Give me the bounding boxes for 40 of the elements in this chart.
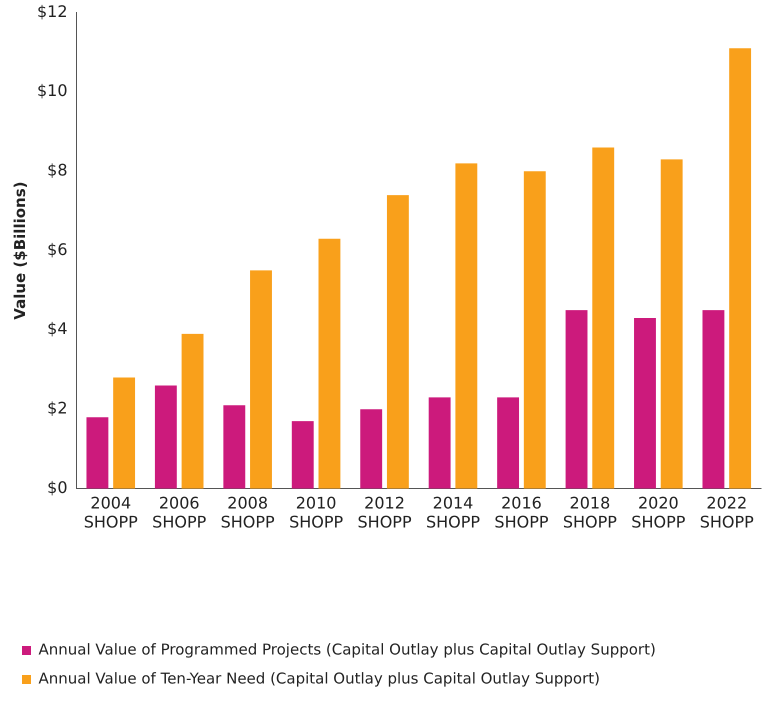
bar <box>702 310 724 489</box>
bar <box>386 195 409 489</box>
y-tick-label: $6 <box>47 240 68 259</box>
bar <box>223 405 246 489</box>
y-tick-label: $8 <box>47 160 68 180</box>
y-tick-label: $4 <box>47 319 68 338</box>
bar <box>182 334 204 489</box>
bar <box>86 417 108 489</box>
y-tick-label: $0 <box>47 478 68 497</box>
bar <box>634 318 656 489</box>
bar <box>592 147 614 489</box>
bar <box>455 163 478 489</box>
x-tick-label: 2018 SHOPP <box>562 493 618 532</box>
x-tick-label: 2014 SHOPP <box>426 493 480 532</box>
x-tick-label: 2016 SHOPP <box>494 493 549 532</box>
bar <box>428 397 451 489</box>
legend-label: Annual Value of Programmed Projects (Capital Outlay plus Capital Outlay Support) <box>38 640 656 658</box>
bar <box>154 385 177 489</box>
y-axis-title: Value ($Billions) <box>10 182 29 320</box>
bar <box>497 397 520 489</box>
y-tick-label: $2 <box>47 398 68 418</box>
x-tick-label: 2022 SHOPP <box>700 493 754 532</box>
x-tick-label: 2020 SHOPP <box>631 493 686 532</box>
y-tick-label: $10 <box>36 81 68 100</box>
bar <box>524 171 546 489</box>
bar <box>292 421 314 489</box>
x-tick-label: 2004 SHOPP <box>84 493 138 532</box>
bar <box>566 310 588 489</box>
x-tick-label: 2012 SHOPP <box>358 493 412 532</box>
x-tick-label: 2008 SHOPP <box>220 493 276 532</box>
legend-label: Annual Value of Ten-Year Need (Capital Outlay plus Capital Outlay Support) <box>38 669 600 688</box>
bar <box>729 48 752 489</box>
bar <box>250 270 272 489</box>
bar <box>660 159 683 489</box>
bar <box>113 378 136 489</box>
bar <box>318 238 340 489</box>
bar <box>360 409 382 489</box>
y-tick-label: $12 <box>36 2 68 21</box>
x-tick-label: 2006 SHOPP <box>152 493 207 532</box>
x-tick-label: 2010 SHOPP <box>289 493 344 532</box>
